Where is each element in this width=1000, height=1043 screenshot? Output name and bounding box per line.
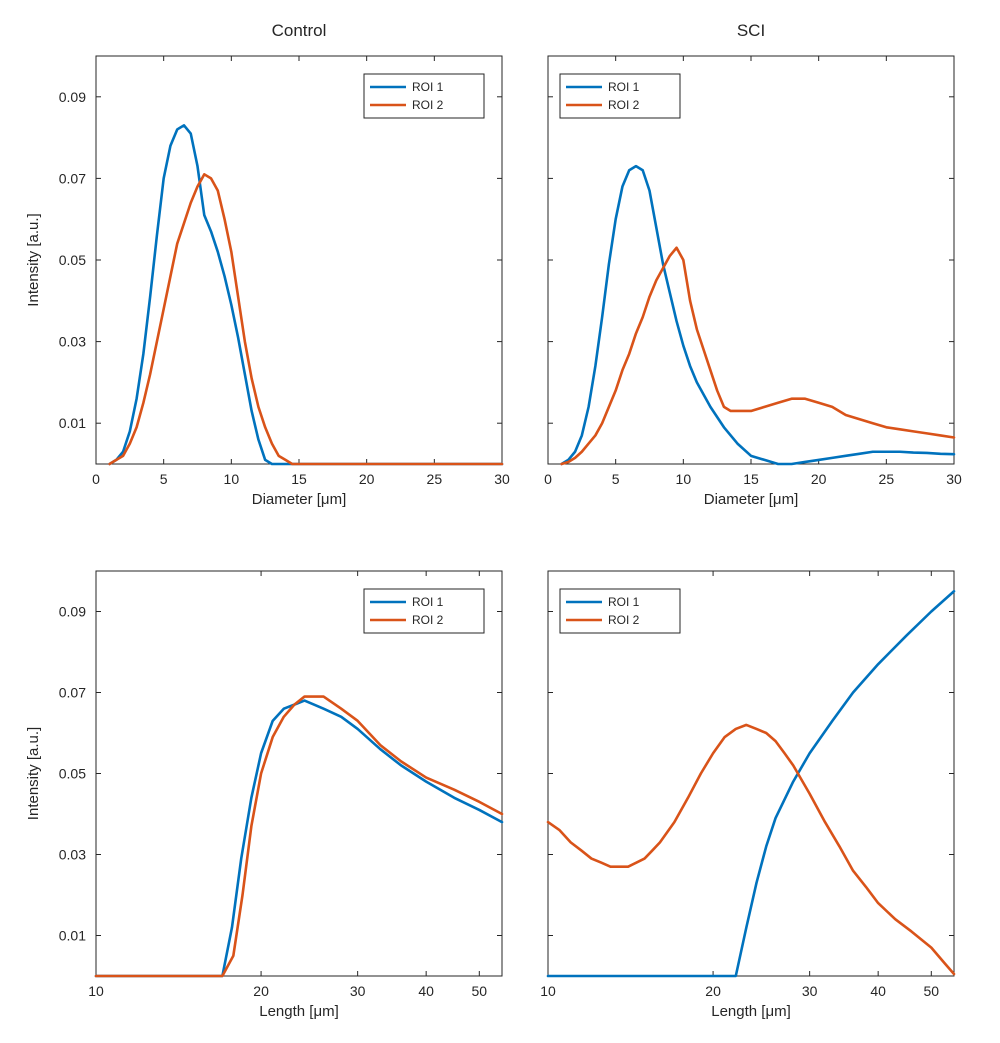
sci-diameter-xtick-label: 10: [676, 471, 692, 487]
sci-length-xlabel: Length [μm]: [711, 1003, 791, 1020]
control-diameter-legend-label-roi-2: ROI 2: [412, 98, 444, 112]
sci-length-xtick-label: 40: [870, 983, 886, 999]
sci-diameter-panel: 0 5 10 15 20 25 30 ROI 1 ROI 2 SCI Diameter [μm]: [544, 21, 962, 508]
sci-length-xtick-label: 50: [924, 983, 940, 999]
control-diameter-ylabel: Intensity [a.u.]: [25, 213, 42, 306]
sci-length-panel: 10 20 30 40 50 ROI 1 ROI 2 Length [μm]: [540, 570, 956, 1020]
sci-length-legend-label-roi-2: ROI 2: [608, 613, 640, 627]
sci-diameter-xtick-label: 0: [544, 471, 552, 487]
control-diameter-ytick-label: 0.03: [59, 334, 86, 350]
sci-diameter-xtick-label: 5: [612, 471, 620, 487]
control-diameter-ytick-label: 0.09: [59, 89, 86, 105]
sci-length-series-roi-2: [546, 723, 956, 976]
control-diameter-xlabel: Diameter [μm]: [252, 491, 347, 508]
sci-diameter-xtick-label: 25: [879, 471, 895, 487]
control-length-series-roi-1: [94, 699, 504, 978]
control-diameter-xtick-label: 0: [92, 471, 100, 487]
control-diameter-ytick-label: 0.05: [59, 252, 86, 268]
sci-diameter-legend: ROI 1 ROI 2: [559, 73, 681, 119]
control-length-panel: 10 20 30 40 50 0.01 0.03 0.05 0.07 0.09 ROI 1 ROI 2…: [25, 570, 504, 1020]
control-length-ytick-label: 0.09: [59, 604, 86, 620]
control-diameter-xtick-label: 15: [291, 471, 307, 487]
sci-diameter-legend-box: [559, 73, 681, 119]
sci-length-legend: ROI 1 ROI 2: [559, 588, 681, 634]
control-length-legend-label-roi-1: ROI 1: [412, 595, 444, 609]
control-length-legend-box: [363, 588, 485, 634]
sci-length-xtick-label: 10: [540, 983, 556, 999]
control-length-legend-label-roi-2: ROI 2: [412, 613, 444, 627]
control-diameter-series-roi-1: [108, 124, 504, 466]
control-length-ytick-label: 0.05: [59, 766, 86, 782]
control-diameter-legend-box: [363, 73, 485, 119]
control-diameter-xtick-label: 30: [494, 471, 510, 487]
control-length-xlabel: Length [μm]: [259, 1003, 339, 1020]
control-length-series-roi-2: [94, 695, 504, 978]
control-length-ytick-label: 0.07: [59, 685, 86, 701]
control-diameter-xtick-label: 10: [224, 471, 240, 487]
sci-length-series-roi-1: [546, 589, 956, 978]
control-diameter-legend: ROI 1 ROI 2: [363, 73, 485, 119]
control-diameter-xtick-label: 20: [359, 471, 375, 487]
control-diameter-title: Control: [272, 21, 327, 40]
control-diameter-xtick-label: 5: [160, 471, 168, 487]
control-length-ylabel: Intensity [a.u.]: [25, 727, 42, 820]
control-diameter-ytick-label: 0.01: [59, 415, 86, 431]
control-length-xtick-label: 30: [350, 983, 366, 999]
control-length-ytick-label: 0.03: [59, 847, 86, 863]
control-length-xtick-label: 20: [253, 983, 269, 999]
sci-length-legend-box: [559, 588, 681, 634]
sci-diameter-xtick-label: 20: [811, 471, 827, 487]
sci-diameter-xtick-label: 15: [743, 471, 759, 487]
control-diameter-ytick-label: 0.07: [59, 170, 86, 186]
sci-diameter-xlabel: Diameter [μm]: [704, 491, 799, 508]
control-length-ytick-label: 0.01: [59, 928, 86, 944]
sci-diameter-legend-label-roi-1: ROI 1: [608, 80, 640, 94]
sci-diameter-legend-label-roi-2: ROI 2: [608, 98, 640, 112]
control-length-xtick-label: 50: [472, 983, 488, 999]
sci-diameter-series-roi-1: [560, 164, 956, 466]
control-diameter-xtick-label: 25: [427, 471, 443, 487]
sci-diameter-xtick-label: 30: [946, 471, 962, 487]
control-diameter-series-roi-2: [108, 173, 504, 466]
control-length-xtick-label: 10: [88, 983, 104, 999]
control-diameter-legend-label-roi-1: ROI 1: [412, 80, 444, 94]
sci-diameter-title: SCI: [737, 21, 765, 40]
control-length-legend: ROI 1 ROI 2: [363, 588, 485, 634]
sci-diameter-series-roi-2: [560, 246, 956, 466]
control-length-xtick-label: 40: [418, 983, 434, 999]
sci-length-legend-label-roi-1: ROI 1: [608, 595, 640, 609]
sci-length-xtick-label: 20: [705, 983, 721, 999]
sci-length-xtick-label: 30: [802, 983, 818, 999]
